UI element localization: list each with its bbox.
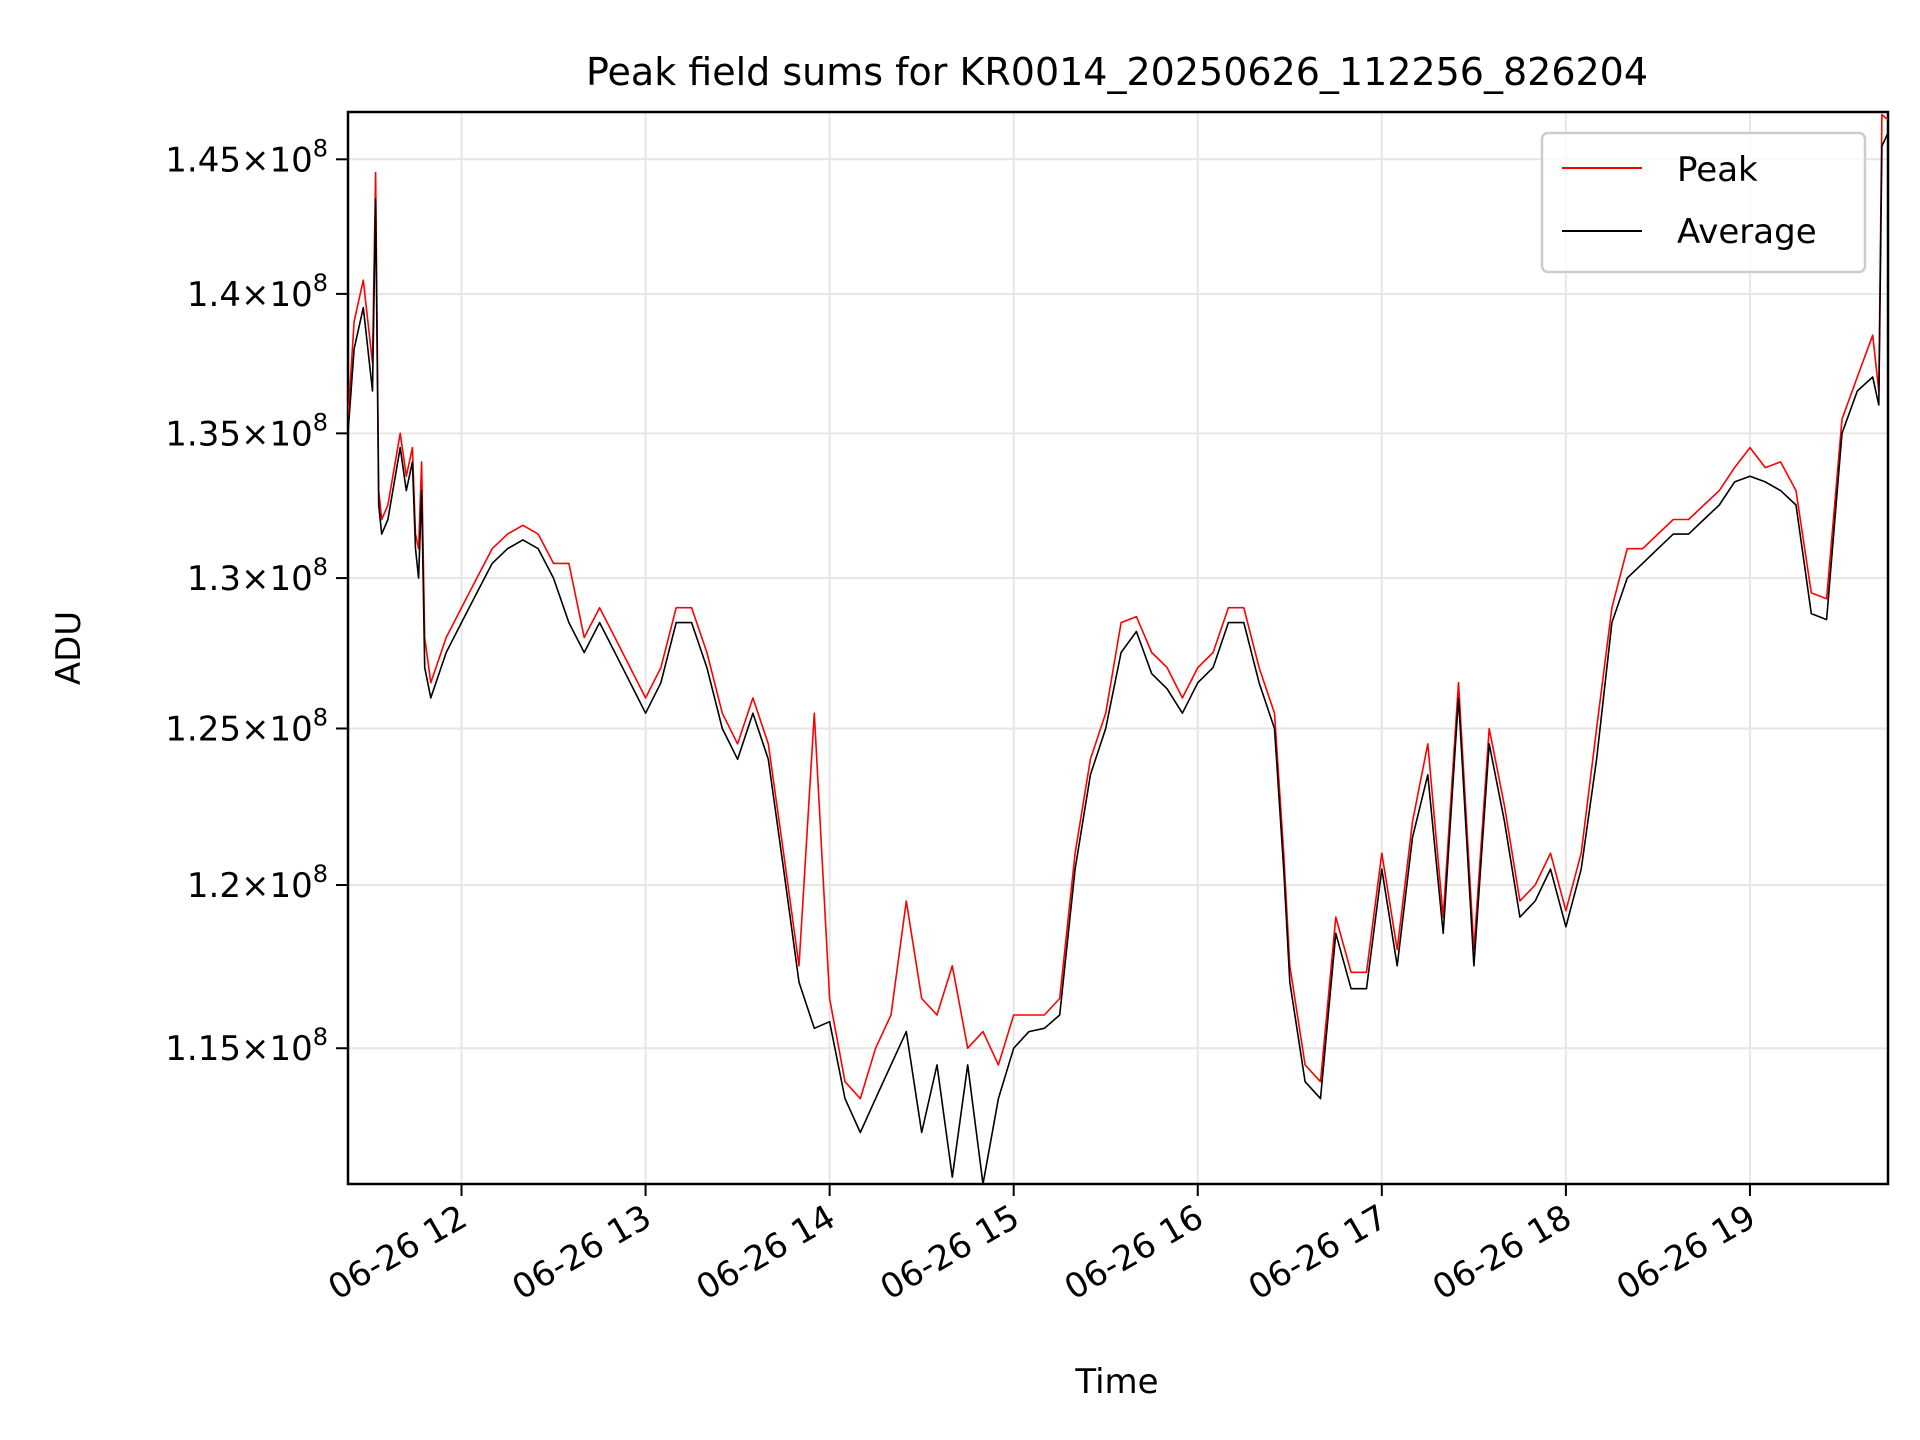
series-average-line — [348, 132, 1888, 1184]
legend: Peak Average — [1540, 131, 1867, 274]
y-tick-label: 1.45×108 — [165, 134, 328, 180]
legend-peak-label: Peak — [1677, 150, 1758, 190]
y-tick-label: 1.25×108 — [165, 703, 328, 749]
x-axis: 06-26 12 06-26 13 06-26 14 06-26 15 06-26 16… — [322, 1184, 1762, 1308]
y-tick-label: 1.2×108 — [187, 860, 328, 906]
legend-average-label: Average — [1677, 212, 1817, 252]
series-peak-line — [348, 113, 1888, 1100]
y-tick-label: 1.3×108 — [187, 553, 328, 599]
plot-area-frame — [346, 110, 1890, 1186]
x-tick-label: 06-26 14 — [690, 1197, 842, 1308]
chart-title: Peak field sums for KR0014_20250626_1122… — [586, 50, 1648, 94]
x-tick-label: 06-26 18 — [1426, 1197, 1578, 1308]
x-tick-label: 06-26 15 — [874, 1197, 1026, 1308]
y-tick-label: 1.4×108 — [187, 269, 328, 315]
x-axis-label: Time — [1074, 1362, 1158, 1402]
y-tick-label: 1.15×108 — [165, 1023, 328, 1069]
y-tick-label: 1.35×108 — [165, 408, 328, 454]
gridlines — [348, 112, 1888, 1184]
x-tick-label: 06-26 13 — [506, 1197, 658, 1308]
x-tick-label: 06-26 12 — [322, 1197, 474, 1308]
series-layer — [348, 113, 1888, 1184]
x-tick-label: 06-26 17 — [1242, 1197, 1394, 1308]
y-axis: 1.15×108 1.2×108 1.25×108 1.3×108 1.35×108 1.… — [165, 134, 348, 1069]
x-tick-label: 06-26 19 — [1610, 1197, 1762, 1308]
x-tick-label: 06-26 16 — [1058, 1197, 1210, 1308]
y-axis-label: ADU — [49, 611, 89, 685]
